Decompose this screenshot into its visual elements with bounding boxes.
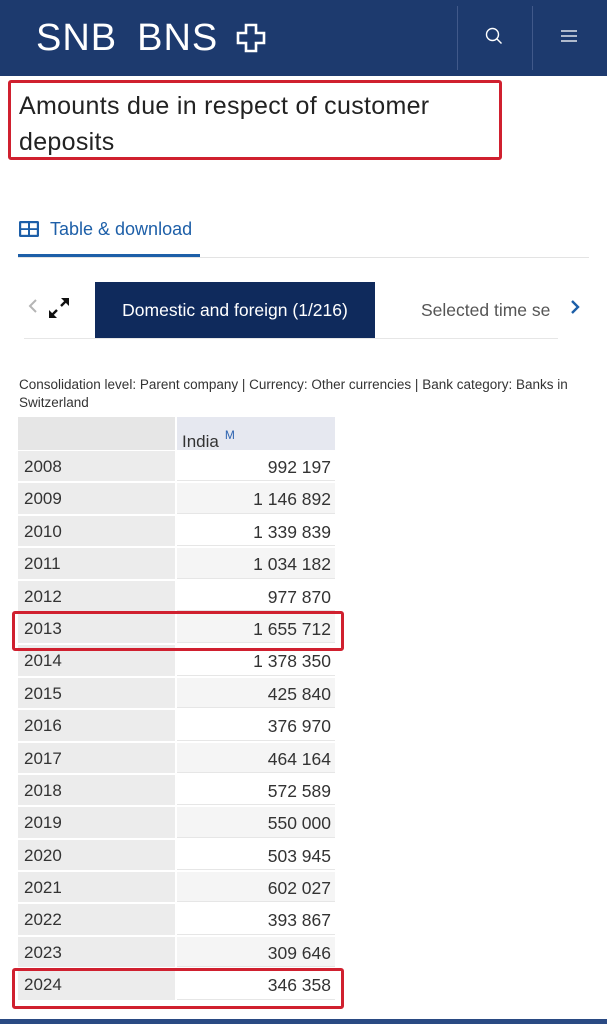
value-cell: 992 197 (177, 451, 335, 482)
value-cell: 503 945 (177, 840, 335, 871)
table-row: 2008 992 197 (18, 450, 336, 482)
table-row: 2022 393 867 (18, 903, 336, 935)
header-divider (532, 6, 533, 70)
year-cell: 2013 (18, 612, 175, 644)
year-cell: 2010 (18, 515, 175, 547)
menu-icon (559, 28, 579, 49)
column-header-label: India (182, 432, 219, 451)
chevron-left-icon (28, 298, 38, 319)
year-cell: 2024 (18, 969, 175, 1000)
table-body: 2008 992 197 2009 1 146 892 2010 1 339 839 201… (18, 450, 336, 1001)
table-icon (18, 220, 40, 243)
value-cell: 602 027 (177, 872, 335, 903)
year-cell: 2011 (18, 548, 175, 579)
monthly-marker[interactable]: M (224, 428, 235, 442)
header-corner-cell (18, 417, 175, 450)
value-cell: 977 870 (177, 581, 335, 611)
value-cell: 1 655 712 (177, 612, 335, 644)
previous-button[interactable] (24, 296, 42, 320)
year-cell: 2023 (18, 936, 175, 968)
year-cell: 2018 (18, 774, 175, 806)
data-table: India M 2008 992 197 2009 1 146 892 2010 1 339… (18, 417, 336, 1001)
chevron-right-icon (570, 299, 580, 320)
year-cell: 2021 (18, 872, 175, 903)
table-row: 2020 503 945 (18, 839, 336, 871)
consolidation-info: Consolidation level: Parent company | Cu… (19, 377, 568, 410)
snb-logo[interactable]: SNB BNS (36, 14, 266, 62)
year-cell: 2009 (18, 483, 175, 514)
tab-label: Table & download (50, 219, 193, 239)
value-cell: 346 358 (177, 969, 335, 1000)
value-cell: 309 646 (177, 936, 335, 968)
swiss-cross-icon (236, 23, 266, 53)
page-title: Amounts due in respect of customer depos… (19, 92, 430, 156)
logo-text-bns: BNS (137, 16, 219, 59)
table-row: 2010 1 339 839 (18, 515, 336, 547)
table-row: 2024 346 358 (18, 968, 336, 1000)
value-cell: 1 339 839 (177, 516, 335, 547)
year-cell: 2022 (18, 904, 175, 935)
active-tab-indicator (18, 254, 200, 257)
table-row: 2018 572 589 (18, 774, 336, 806)
table-row: 2021 602 027 (18, 871, 336, 903)
value-cell: 1 146 892 (177, 483, 335, 514)
expand-button[interactable] (47, 296, 71, 320)
value-cell: 572 589 (177, 775, 335, 806)
expand-icon (47, 298, 71, 324)
selector-divider (24, 338, 558, 339)
row-2013-highlight-box (12, 611, 344, 651)
year-cell: 2015 (18, 677, 175, 709)
table-row: 2013 1 655 712 (18, 612, 336, 644)
header-divider (457, 6, 458, 70)
logo-text-snb: SNB (36, 16, 118, 59)
year-cell: 2020 (18, 839, 175, 871)
table-row: 2011 1 034 182 (18, 547, 336, 579)
table-row: 2012 977 870 (18, 580, 336, 612)
year-cell: 2008 (18, 451, 175, 482)
year-cell: 2019 (18, 807, 175, 838)
next-button[interactable] (566, 298, 584, 320)
column-header-india: India M (177, 417, 335, 451)
table-row: 2019 550 000 (18, 806, 336, 838)
value-cell: 376 970 (177, 710, 335, 741)
table-row: 2023 309 646 (18, 936, 336, 968)
value-cell: 1 034 182 (177, 548, 335, 579)
table-row: 2009 1 146 892 (18, 482, 336, 514)
table-header: India M (18, 417, 336, 451)
selector-selected-time-series[interactable]: Selected time se (421, 300, 551, 320)
tab-divider (18, 257, 589, 258)
title-highlight-box (8, 80, 502, 160)
year-cell: 2017 (18, 742, 175, 773)
search-icon (484, 26, 504, 51)
row-2024-highlight-box (12, 968, 344, 1009)
value-cell: 1 378 350 (177, 645, 335, 676)
table-row: 2015 425 840 (18, 677, 336, 709)
table-row: 2016 376 970 (18, 709, 336, 741)
selector-domestic-and-foreign[interactable]: Domestic and foreign (1/216) (95, 282, 375, 338)
value-cell: 425 840 (177, 677, 335, 709)
table-row: 2017 464 164 (18, 742, 336, 774)
year-cell: 2012 (18, 580, 175, 611)
search-button[interactable] (458, 6, 530, 70)
value-cell: 550 000 (177, 807, 335, 838)
top-header: SNB BNS (0, 0, 607, 76)
bottom-bar (0, 1019, 607, 1024)
year-cell: 2016 (18, 710, 175, 741)
value-cell: 393 867 (177, 904, 335, 935)
value-cell: 464 164 (177, 742, 335, 773)
tab-table-download[interactable]: Table & download (18, 212, 200, 258)
menu-button[interactable] (533, 6, 605, 70)
